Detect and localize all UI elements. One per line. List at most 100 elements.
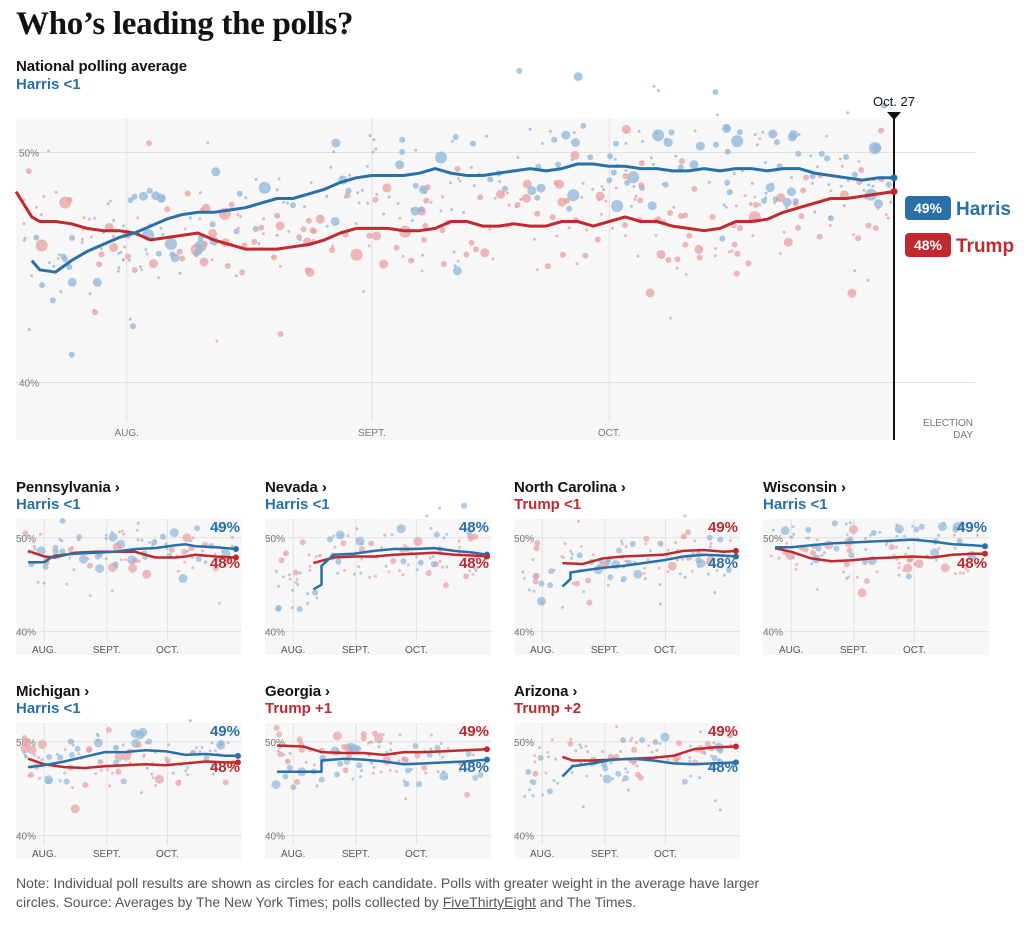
harris-poll-dot	[786, 187, 796, 197]
harris-poll-dot	[703, 752, 707, 756]
trump-poll-dot	[110, 589, 114, 593]
trump-poll-dot	[323, 755, 327, 759]
trump-poll-dot	[39, 213, 43, 216]
fivethirtyeight-link[interactable]: FiveThirtyEight	[442, 894, 537, 910]
harris-poll-dot	[607, 153, 614, 160]
trump-poll-dot	[544, 771, 548, 775]
harris-poll-dot	[498, 179, 502, 183]
national-leader: Harris <1	[16, 76, 81, 93]
trump-poll-dot	[888, 544, 895, 551]
trump-poll-dot	[656, 250, 666, 259]
harris-poll-dot	[732, 172, 736, 175]
harris-poll-dot	[161, 232, 165, 236]
trump-poll-dot	[287, 229, 291, 233]
harris-poll-dot	[355, 745, 362, 752]
harris-poll-dot	[197, 235, 204, 242]
state-title[interactable]: Arizona ›	[514, 683, 578, 700]
harris-poll-dot	[140, 538, 144, 542]
trump-poll-dot	[236, 213, 240, 217]
x-tick-label: SEPT.	[93, 849, 121, 860]
harris-poll-dot	[108, 532, 118, 542]
harris-poll-dot	[138, 191, 148, 201]
harris-poll-dot	[708, 545, 712, 549]
state-card-north-carolina[interactable]: North Carolina › Trump <1 AUG. SEPT. OCT. 5…	[514, 479, 740, 669]
trump-poll-dot	[488, 227, 492, 231]
harris-poll-dot	[106, 202, 110, 206]
trump-poll-dot	[897, 561, 901, 565]
trump-poll-dot	[115, 565, 119, 569]
trump-poll-dot	[579, 544, 583, 548]
state-card-wisconsin[interactable]: Wisconsin › Harris <1 AUG. SEPT. OCT. 50% 40…	[763, 479, 989, 669]
trump-average-line	[313, 551, 488, 565]
state-title[interactable]: Georgia ›	[265, 683, 330, 700]
harris-poll-dot	[516, 67, 523, 74]
harris-poll-dot	[906, 546, 910, 550]
harris-poll-dot	[372, 138, 376, 142]
trump-poll-dot	[146, 140, 152, 147]
trump-poll-dot	[654, 234, 658, 237]
harris-poll-dot	[68, 752, 75, 758]
harris-poll-dot	[122, 224, 125, 228]
harris-poll-dot	[656, 89, 660, 93]
harris-poll-dot	[442, 536, 446, 540]
state-card-nevada[interactable]: Nevada › Harris <1 AUG. SEPT. OCT. 50% 40% 48…	[265, 479, 491, 669]
harris-poll-dot	[736, 129, 743, 136]
harris-poll-dot	[519, 198, 523, 201]
harris-poll-dot	[768, 129, 778, 139]
harris-poll-dot	[288, 752, 292, 755]
trump-poll-dot	[278, 557, 285, 564]
trump-poll-dot	[406, 563, 410, 567]
trump-poll-dot	[553, 180, 560, 186]
harris-poll-dot	[63, 778, 70, 785]
trump-poll-dot	[360, 735, 367, 742]
harris-poll-dot	[864, 547, 868, 551]
y-tick-label: 50%	[265, 534, 285, 545]
harris-poll-dot	[567, 189, 580, 202]
harris-poll-dot	[370, 761, 373, 765]
trump-poll-dot	[803, 174, 809, 181]
harris-badge-value: 49%	[914, 200, 943, 216]
trump-poll-dot	[522, 577, 526, 581]
trump-poll-dot	[86, 562, 93, 569]
harris-poll-dot	[303, 205, 307, 209]
harris-poll-dot	[95, 739, 99, 742]
harris-poll-dot	[753, 133, 757, 136]
x-tick-label: OCT.	[405, 849, 428, 860]
trump-poll-dot	[472, 533, 479, 540]
harris-poll-dot	[633, 569, 643, 579]
harris-poll-dot	[57, 754, 64, 761]
state-title[interactable]: North Carolina ›	[514, 479, 626, 496]
trump-poll-dot	[842, 570, 845, 574]
trump-poll-dot	[294, 580, 298, 584]
harris-poll-dot	[439, 209, 443, 213]
state-title[interactable]: Wisconsin ›	[763, 479, 846, 496]
harris-poll-dot	[547, 582, 554, 589]
trump-poll-dot	[753, 195, 757, 199]
state-title[interactable]: Michigan ›	[16, 683, 90, 700]
trump-poll-dot	[262, 217, 266, 221]
trump-poll-dot	[733, 270, 740, 277]
trump-poll-dot	[295, 577, 299, 581]
harris-poll-dot	[372, 765, 376, 769]
poll-dots	[20, 719, 236, 814]
harris-poll-dot	[121, 743, 125, 747]
harris-poll-dot	[874, 199, 883, 209]
state-card-georgia[interactable]: Georgia › Trump +1 AUG. SEPT. OCT. 50% 40% 48…	[265, 683, 491, 873]
harris-poll-dot	[637, 129, 641, 133]
harris-poll-dot	[399, 136, 406, 143]
trump-poll-dot	[585, 774, 589, 778]
state-card-michigan[interactable]: Michigan › Harris <1 AUG.SEPT.OCT.50%40%…	[16, 683, 242, 873]
harris-average-line	[775, 538, 986, 549]
trump-poll-dot	[552, 568, 556, 572]
state-card-pennsylvania[interactable]: Pennsylvania › Harris <1 AUG. SEPT. OCT. 50…	[16, 479, 242, 669]
state-card-arizona[interactable]: Arizona › Trump +2 AUG. SEPT. OCT. 50% 40% 48…	[514, 683, 740, 873]
trump-poll-dot	[70, 804, 80, 814]
trump-poll-dot	[99, 768, 103, 772]
harris-poll-dot	[572, 131, 576, 134]
trump-poll-dot	[676, 740, 682, 747]
state-title[interactable]: Pennsylvania ›	[16, 479, 120, 496]
state-title[interactable]: Nevada ›	[265, 479, 327, 496]
harris-poll-dot	[610, 169, 617, 176]
trump-average-line	[561, 745, 737, 762]
trump-poll-dot	[401, 573, 405, 577]
